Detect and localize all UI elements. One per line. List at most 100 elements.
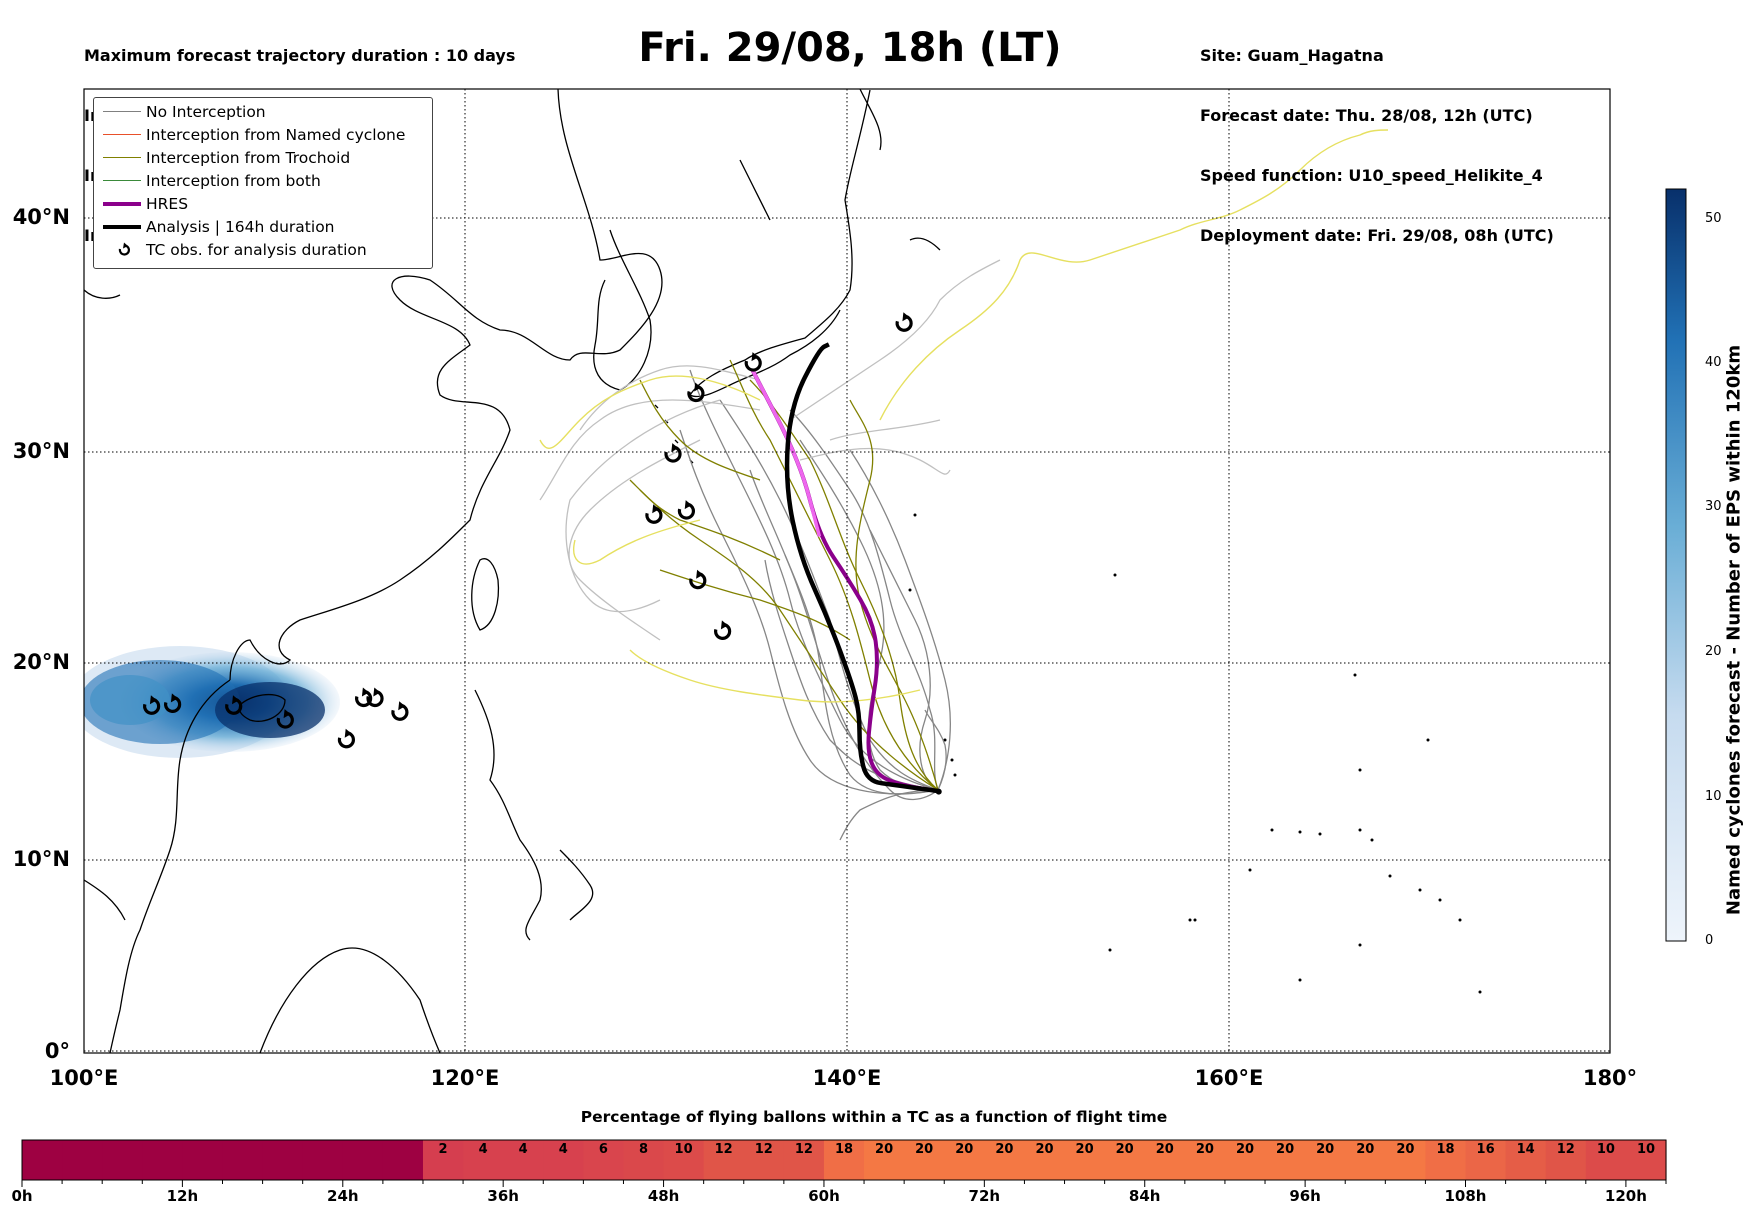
percentage-value: 20 [1396, 1142, 1415, 1157]
time-label: 72h [968, 1187, 1001, 1205]
percentage-value: 20 [875, 1142, 894, 1157]
legend-label: Interception from Trochoid [146, 149, 351, 167]
lon-label-120e: 120°E [430, 1066, 500, 1090]
percentage-value: 14 [1516, 1142, 1535, 1157]
percentage-value: 20 [1115, 1142, 1134, 1157]
lat-label-20n: 20°N [12, 650, 70, 674]
percentage-cell [783, 1140, 825, 1180]
percentage-cell [22, 1140, 63, 1180]
lat-label-40n: 40°N [12, 205, 70, 229]
max-duration-text: Maximum forecast trajectory duration : 1… [84, 46, 516, 65]
percentage-value: 20 [995, 1142, 1014, 1157]
deployment-date-text: Deployment date: Fri. 29/08, 08h (UTC) [1200, 226, 1554, 245]
percentage-cell [1184, 1140, 1226, 1180]
launch-site-marker [935, 788, 942, 795]
legend-item-tc-obs: TC obs. for analysis duration [94, 238, 430, 261]
legend-swatch-analysis [103, 225, 141, 229]
cbar-tick-30: 30 [1705, 499, 1722, 514]
percentage-bar [21, 1139, 1667, 1187]
percentage-cell [262, 1140, 304, 1180]
percentage-cell [382, 1140, 424, 1180]
time-label: 48h [647, 1187, 680, 1205]
cyclone-colorbar [1665, 188, 1687, 942]
site-text: Site: Guam_Hagatna [1200, 46, 1384, 65]
legend-item-hres: HRES [94, 192, 430, 215]
legend-item-analysis: Analysis | 164h duration [94, 215, 430, 238]
cbar-tick-50: 50 [1705, 211, 1722, 226]
main-title: Fri. 29/08, 18h (LT) [638, 25, 1062, 71]
legend-label: HRES [146, 195, 189, 213]
percentage-value: 10 [1636, 1142, 1656, 1157]
colorbar-label: Named cyclones forecast - Number of EPS … [1723, 344, 1745, 916]
percentage-value: 4 [518, 1142, 528, 1157]
percentage-value: 2 [438, 1142, 448, 1157]
percentage-value: 12 [714, 1142, 733, 1157]
percentage-value: 4 [558, 1142, 568, 1157]
percentage-value: 20 [1035, 1142, 1054, 1157]
header-right-info: Site: Guam_Hagatna Forecast date: Thu. 2… [1200, 6, 1554, 266]
cyclone-symbol-icon [118, 242, 130, 256]
legend-swatch-no-interception [103, 111, 141, 112]
percentage-value: 12 [1556, 1142, 1575, 1157]
legend-item-named-cyclone: Interception from Named cyclone [94, 123, 430, 146]
legend-item-both: Interception from both [94, 169, 430, 192]
legend: No Interception Interception from Named … [93, 97, 433, 269]
percentage-cell [944, 1140, 985, 1180]
map-frame [83, 88, 1611, 1054]
time-label: 0h [11, 1187, 33, 1205]
percentage-cell [1505, 1140, 1547, 1180]
percentage-bar-frame [21, 1139, 1667, 1181]
percentage-value: 10 [1596, 1142, 1615, 1157]
percentage-cell [342, 1140, 384, 1180]
percentage-cell [743, 1140, 785, 1180]
percentage-cell [1265, 1140, 1306, 1180]
time-label: 120h [1604, 1187, 1647, 1205]
percentage-cell [543, 1140, 584, 1180]
time-label: 96h [1289, 1187, 1321, 1205]
percentage-bar-title: Percentage of flying ballons within a TC… [580, 1108, 1168, 1126]
hres-track-tail [750, 369, 822, 537]
lon-label-100e: 100°E [49, 1066, 119, 1090]
percentage-cell [1425, 1140, 1467, 1180]
legend-swatch-both [103, 180, 141, 181]
percentage-value: 20 [1235, 1142, 1255, 1157]
percentage-cell [503, 1140, 544, 1180]
percentage-cell [463, 1140, 504, 1180]
percentage-cell [62, 1140, 103, 1180]
percentage-cell [1385, 1140, 1427, 1180]
cbar-tick-0: 0 [1705, 933, 1714, 948]
percentage-cell [864, 1140, 905, 1180]
percentage-value: 18 [1436, 1142, 1455, 1157]
percentage-cell [142, 1140, 183, 1180]
lat-label-10n: 10°N [12, 847, 70, 871]
legend-label: Interception from both [146, 172, 321, 190]
lon-label-140e: 140°E [812, 1066, 882, 1090]
percentage-value: 18 [834, 1142, 854, 1157]
time-label: 36h [487, 1187, 519, 1205]
percentage-cell [302, 1140, 344, 1180]
percentage-value: 20 [955, 1142, 974, 1157]
lon-label-160e: 160°E [1194, 1066, 1264, 1090]
percentage-value: 20 [915, 1142, 934, 1157]
legend-swatch-hres [103, 202, 141, 206]
time-label: 24h [327, 1187, 359, 1205]
time-label: 84h [1128, 1187, 1161, 1205]
legend-swatch-trochoid [103, 157, 141, 158]
long-trochoid-trajectories [539, 129, 1389, 703]
percentage-value: 12 [794, 1142, 813, 1157]
percentage-cell [1024, 1140, 1066, 1180]
lat-label-0: 0° [44, 1039, 70, 1063]
percentage-cell [1224, 1140, 1266, 1180]
legend-label: Analysis | 164h duration [146, 218, 335, 236]
cbar-tick-40: 40 [1705, 355, 1722, 370]
time-label: 108h [1444, 1187, 1487, 1205]
percentage-cell [984, 1140, 1026, 1180]
percentage-value: 20 [1316, 1142, 1335, 1157]
legend-label: No Interception [146, 103, 266, 121]
lon-label-180: 180° [1582, 1066, 1638, 1090]
percentage-cell [1545, 1140, 1587, 1180]
lat-label-30n: 30°N [12, 439, 70, 463]
percentage-cell [623, 1140, 665, 1180]
forecast-date-text: Forecast date: Thu. 28/08, 12h (UTC) [1200, 106, 1533, 125]
